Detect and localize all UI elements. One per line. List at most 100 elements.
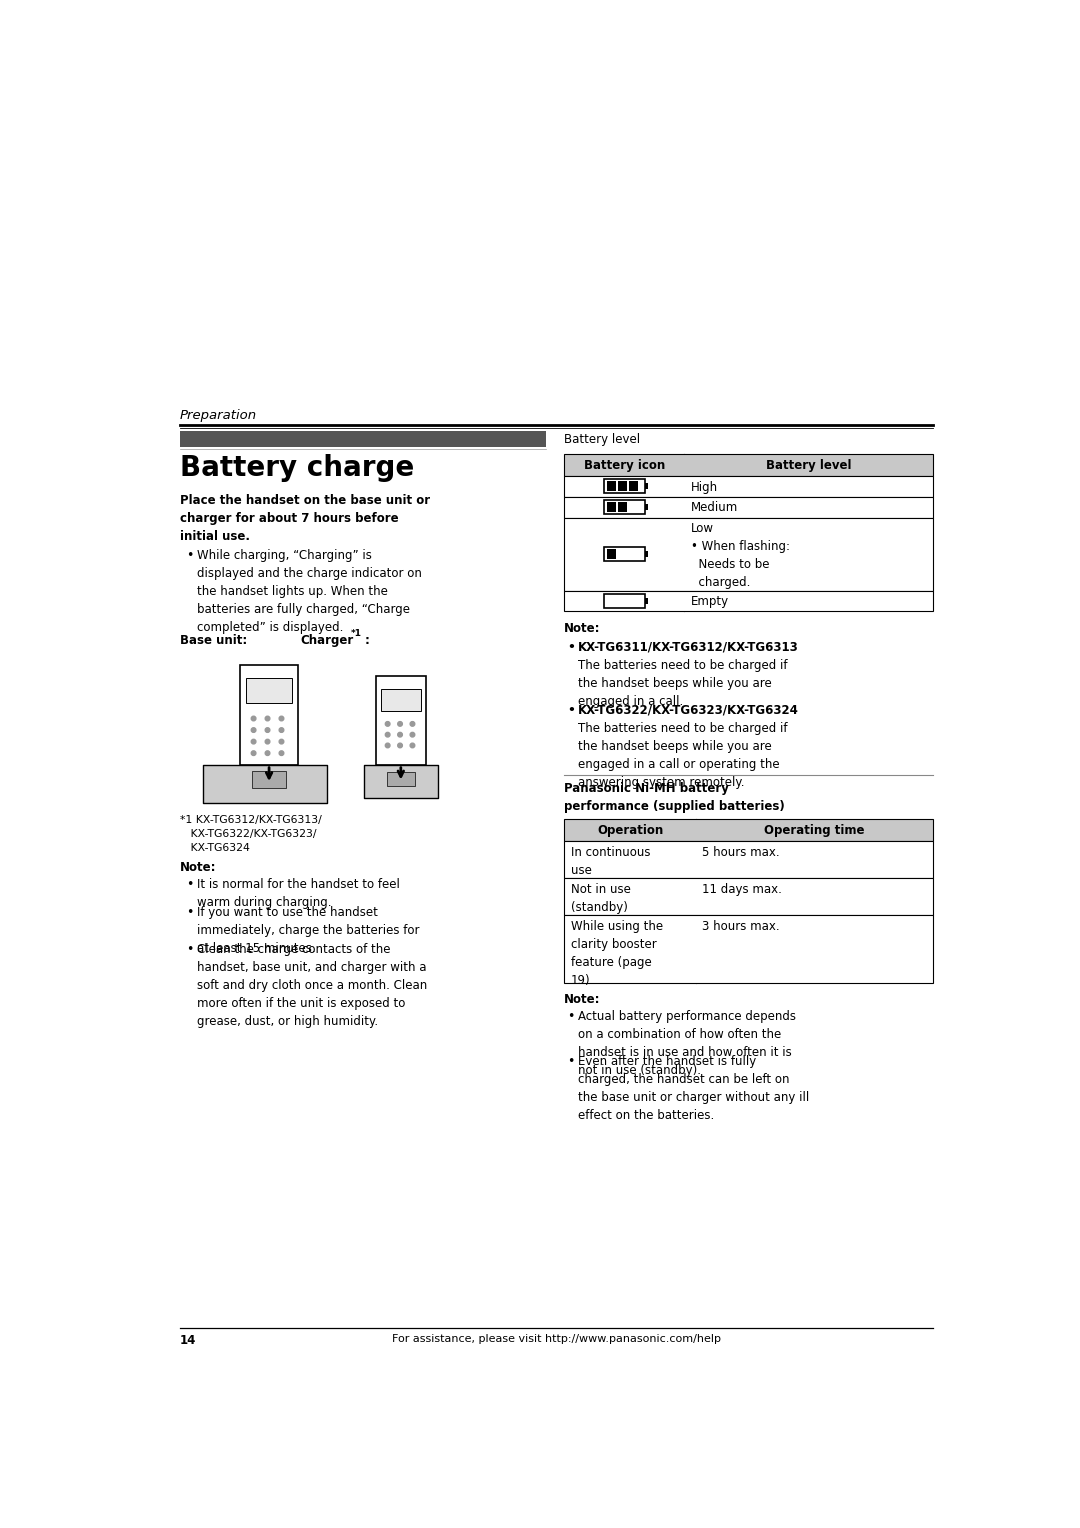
- Text: Battery charge: Battery charge: [180, 454, 415, 481]
- Bar: [605, 500, 645, 513]
- Circle shape: [410, 732, 415, 736]
- Text: 3 hours max.: 3 hours max.: [702, 920, 780, 934]
- Circle shape: [397, 721, 403, 726]
- Bar: [645, 483, 648, 489]
- Circle shape: [266, 750, 270, 755]
- Bar: [565, 497, 933, 518]
- Bar: [618, 481, 626, 492]
- Text: Medium: Medium: [691, 501, 738, 515]
- Bar: [565, 915, 933, 983]
- Text: The batteries need to be charged if
the handset beeps while you are
engaged in a: The batteries need to be charged if the …: [578, 723, 787, 790]
- Circle shape: [279, 740, 284, 744]
- Text: KX-TG6322/KX-TG6323/KX-TG6324: KX-TG6322/KX-TG6323/KX-TG6324: [578, 704, 799, 717]
- Bar: [203, 764, 327, 804]
- Text: In continuous
use: In continuous use: [570, 847, 650, 877]
- Bar: [364, 766, 438, 798]
- Text: While using the
clarity booster
feature (page
19): While using the clarity booster feature …: [570, 920, 663, 987]
- Bar: [387, 772, 415, 785]
- Circle shape: [266, 717, 270, 721]
- Bar: [645, 552, 648, 558]
- Text: Panasonic Ni-MH battery
performance (supplied batteries): Panasonic Ni-MH battery performance (sup…: [565, 782, 785, 813]
- Text: Not in use
(standby): Not in use (standby): [570, 883, 631, 914]
- Text: Actual battery performance depends
on a combination of how often the
handset is : Actual battery performance depends on a …: [578, 1010, 796, 1077]
- Bar: [565, 518, 933, 591]
- Circle shape: [266, 727, 270, 732]
- Text: High: High: [691, 481, 718, 494]
- Bar: [565, 475, 933, 497]
- Bar: [180, 431, 545, 448]
- Text: For assistance, please visit http://www.panasonic.com/help: For assistance, please visit http://www.…: [392, 1334, 721, 1343]
- Text: •: •: [186, 879, 193, 891]
- Text: The batteries need to be charged if
the handset beeps while you are
engaged in a: The batteries need to be charged if the …: [578, 659, 787, 707]
- Text: •: •: [186, 906, 193, 918]
- Text: Battery icon: Battery icon: [584, 458, 665, 472]
- Text: 5 hours max.: 5 hours max.: [702, 847, 780, 859]
- Text: •: •: [567, 640, 576, 654]
- Text: 11 days max.: 11 days max.: [702, 883, 782, 897]
- Text: *1 KX-TG6312/KX-TG6313/
   KX-TG6322/KX-TG6323/
   KX-TG6324: *1 KX-TG6312/KX-TG6313/ KX-TG6322/KX-TG6…: [180, 814, 322, 853]
- Text: 14: 14: [180, 1334, 197, 1346]
- Bar: [376, 677, 427, 764]
- Circle shape: [386, 743, 390, 747]
- Circle shape: [252, 740, 256, 744]
- Text: :: :: [364, 634, 369, 646]
- Text: Operation: Operation: [597, 824, 663, 837]
- Bar: [607, 503, 616, 512]
- Text: Empty: Empty: [691, 596, 729, 608]
- Text: Base unit:: Base unit:: [180, 634, 247, 646]
- Text: KX-TG6311/KX-TG6312/KX-TG6313: KX-TG6311/KX-TG6312/KX-TG6313: [578, 640, 799, 654]
- Text: Charger: Charger: [300, 634, 353, 646]
- Text: If you want to use the handset
immediately, charge the batteries for
at least 15: If you want to use the handset immediate…: [197, 906, 419, 955]
- Bar: [565, 819, 933, 840]
- Circle shape: [279, 750, 284, 755]
- Circle shape: [279, 717, 284, 721]
- Text: *1: *1: [350, 630, 362, 639]
- Text: •: •: [567, 1054, 575, 1068]
- Bar: [565, 879, 933, 915]
- Text: Operating time: Operating time: [765, 824, 865, 837]
- Bar: [629, 481, 637, 492]
- Text: •: •: [567, 704, 576, 717]
- Circle shape: [252, 727, 256, 732]
- Bar: [246, 678, 292, 703]
- Circle shape: [410, 743, 415, 747]
- Text: It is normal for the handset to feel
warm during charging.: It is normal for the handset to feel war…: [197, 879, 400, 909]
- Text: While charging, “Charging” is
displayed and the charge indicator on
the handset : While charging, “Charging” is displayed …: [197, 549, 422, 634]
- Text: Low
• When flashing:
  Needs to be
  charged.: Low • When flashing: Needs to be charged…: [691, 523, 789, 590]
- Text: Even after the handset is fully
charged, the handset can be left on
the base uni: Even after the handset is fully charged,…: [578, 1054, 810, 1122]
- Bar: [381, 689, 421, 711]
- Circle shape: [386, 732, 390, 736]
- Bar: [607, 481, 616, 492]
- Bar: [565, 591, 933, 611]
- Circle shape: [386, 721, 390, 726]
- Text: Note:: Note:: [565, 622, 600, 636]
- Text: Place the handset on the base unit or
charger for about 7 hours before
initial u: Place the handset on the base unit or ch…: [180, 494, 430, 542]
- Circle shape: [397, 743, 403, 747]
- Circle shape: [266, 740, 270, 744]
- Text: •: •: [186, 549, 193, 562]
- Text: •: •: [567, 1010, 575, 1024]
- Text: Preparation: Preparation: [180, 410, 257, 422]
- Circle shape: [279, 727, 284, 732]
- Circle shape: [252, 750, 256, 755]
- Text: Clean the charge contacts of the
handset, base unit, and charger with a
soft and: Clean the charge contacts of the handset…: [197, 943, 428, 1027]
- Bar: [252, 770, 286, 788]
- Bar: [565, 840, 933, 879]
- Text: Battery level: Battery level: [565, 432, 640, 446]
- Text: Battery level: Battery level: [766, 458, 852, 472]
- Text: •: •: [186, 943, 193, 955]
- Bar: [605, 480, 645, 494]
- Bar: [605, 594, 645, 608]
- Circle shape: [252, 717, 256, 721]
- Bar: [645, 504, 648, 510]
- Bar: [605, 547, 645, 561]
- Text: Note:: Note:: [565, 993, 600, 1007]
- Bar: [645, 597, 648, 604]
- Text: Note:: Note:: [180, 860, 216, 874]
- Bar: [565, 454, 933, 475]
- Bar: [618, 503, 626, 512]
- Circle shape: [397, 732, 403, 736]
- Bar: [607, 549, 616, 559]
- Bar: [240, 665, 298, 764]
- Circle shape: [410, 721, 415, 726]
